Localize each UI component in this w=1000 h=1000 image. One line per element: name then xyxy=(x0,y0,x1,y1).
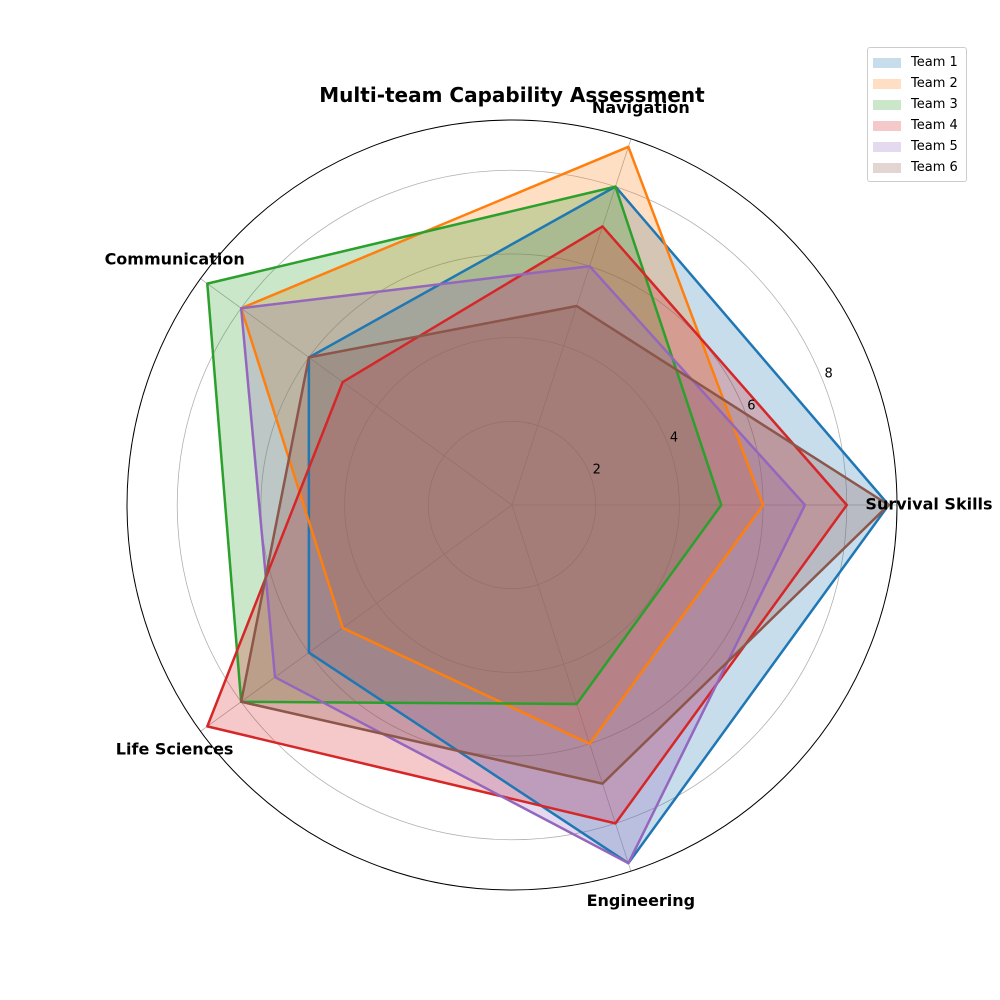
legend-label: Team 3 xyxy=(911,97,958,112)
category-label: Engineering xyxy=(587,891,696,910)
radar-labels: 2 4 6 8 Survival Skills Navigation Communicati… xyxy=(105,98,993,910)
spoke-gridline xyxy=(511,138,632,506)
polar-frame xyxy=(126,119,898,891)
series-line xyxy=(239,264,807,865)
spoke-gridline xyxy=(200,504,513,732)
spoke-gridline xyxy=(200,278,513,506)
legend-label: Team 6 xyxy=(911,160,958,175)
legend-swatch xyxy=(873,99,901,110)
category-label: Communication xyxy=(105,249,245,268)
legend-item-team-4: Team 4 xyxy=(868,115,966,136)
series-line xyxy=(206,225,849,825)
legend-label: Team 2 xyxy=(911,76,958,91)
legend-label: Team 1 xyxy=(911,55,958,70)
series-area xyxy=(241,146,764,744)
radial-tick-label: 6 xyxy=(747,398,755,413)
radial-tick-label: 4 xyxy=(670,430,678,445)
category-label: Survival Skills xyxy=(865,495,992,514)
legend-item-team-5: Team 5 xyxy=(868,136,966,157)
legend-label: Team 4 xyxy=(911,118,958,133)
category-label: Navigation xyxy=(592,98,690,117)
legend: Team 1 Team 2 Team 3 Team 4 Team 5 Team … xyxy=(867,47,967,182)
legend-swatch xyxy=(873,141,901,152)
series-area xyxy=(241,306,889,784)
radar-series xyxy=(206,145,890,865)
series-area xyxy=(241,266,805,864)
series-line xyxy=(307,185,890,865)
series-line xyxy=(239,145,765,746)
series-line xyxy=(239,304,890,785)
legend-item-team-3: Team 3 xyxy=(868,94,966,115)
legend-swatch xyxy=(873,162,901,173)
chart-title: Multi-team Capability Assessment xyxy=(319,83,705,107)
legend-item-team-1: Team 1 xyxy=(868,52,966,73)
series-area xyxy=(308,186,889,864)
legend-swatch xyxy=(873,57,901,68)
radial-tick-label: 2 xyxy=(593,462,601,477)
legend-swatch xyxy=(873,120,901,131)
legend-swatch xyxy=(873,78,901,89)
legend-item-team-6: Team 6 xyxy=(868,157,966,178)
radial-tick-label: 8 xyxy=(825,366,833,381)
legend-label: Team 5 xyxy=(911,139,958,154)
spoke-gridline xyxy=(511,504,632,872)
category-label: Life Sciences xyxy=(116,740,234,759)
series-line xyxy=(206,185,723,706)
legend-item-team-2: Team 2 xyxy=(868,73,966,94)
